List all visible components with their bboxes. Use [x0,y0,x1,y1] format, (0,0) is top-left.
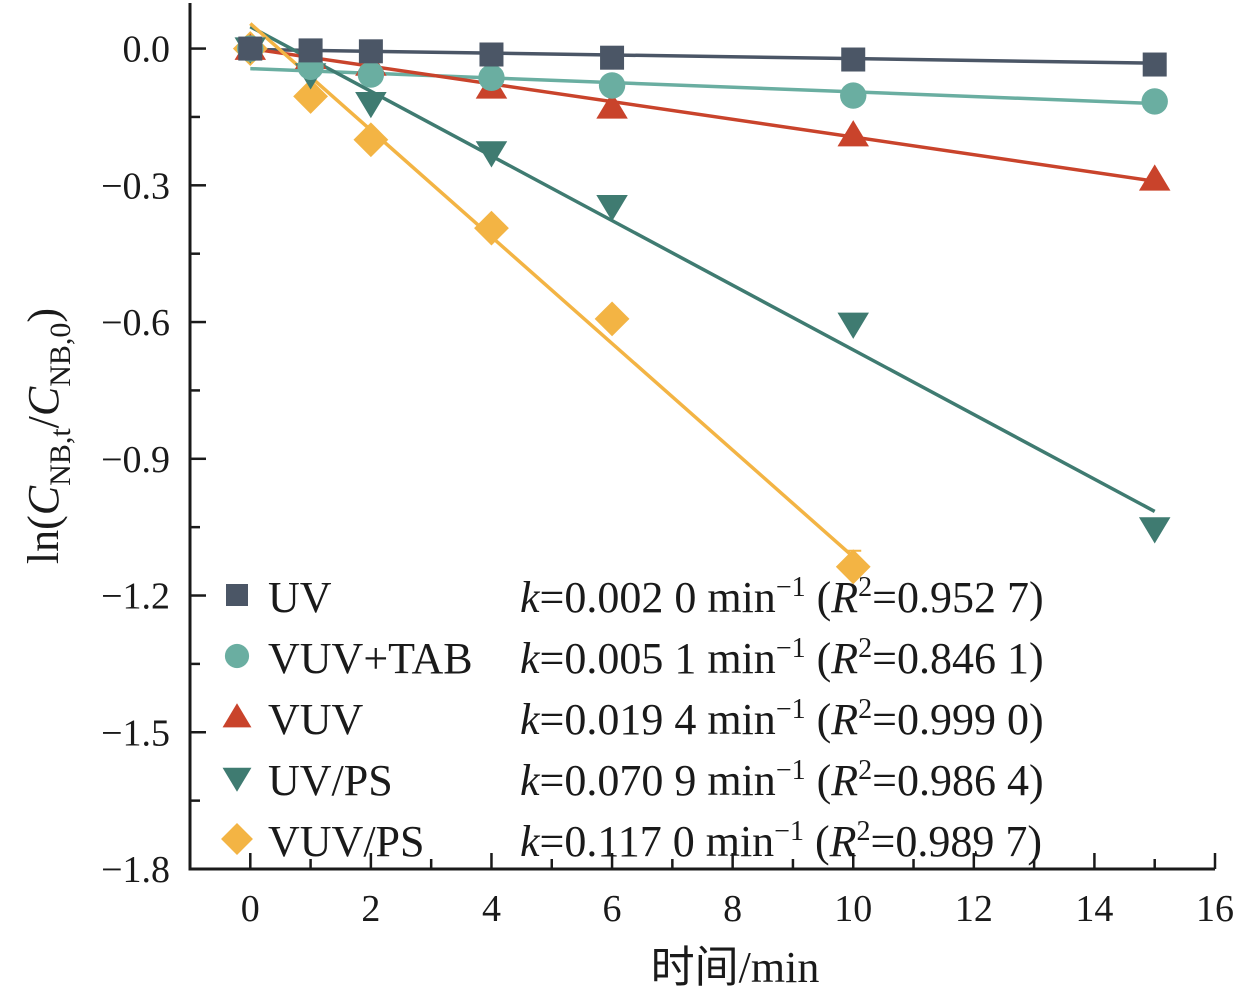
legend-marker-triangle-up [222,703,252,728]
data-point [1138,164,1171,191]
y-tick-label: −0.3 [101,165,170,207]
y-axis-title-den-sub: NB,0 [44,323,77,387]
data-point [474,210,509,246]
x-tick-label: 0 [241,888,260,930]
data-point [594,301,630,337]
y-tick-label: −1.8 [101,849,170,891]
legend-rate-constant: k=0.070 9 min−1 (R2=0.986 4) [520,755,1044,805]
y-axis-title-prefix: ln( [19,515,68,564]
data-point [837,312,869,339]
data-point [353,122,389,158]
legend-rate-constant: k=0.002 0 min−1 (R2=0.952 7) [520,572,1044,622]
x-tick-label: 12 [955,888,993,930]
x-tick-label: 14 [1075,888,1113,930]
x-tick-label: 6 [603,888,622,930]
data-point [596,195,628,222]
x-tick-label: 8 [723,888,742,930]
axes: 0 2 4 6 8 10 12 14 16 0.0 −0.3 −0.6 −0.9 −1.2 −1.5 −1.8 [101,3,1234,930]
x-tick-label: 4 [482,888,501,930]
y-tick-label: −1.2 [101,576,170,618]
y-axis-title: ln(CNB,t/CNB,0) [19,308,77,564]
legend-marker-triangle-down [222,767,252,792]
data-point [293,79,328,114]
fit-lines [249,22,1156,559]
y-tick-label: 0.0 [123,29,171,71]
y-axis-title-suffix: ) [19,308,68,323]
fit-line-uv [250,47,1155,65]
legend-item: VUV+TAB k=0.005 1 min−1 (R2=0.846 1) [224,633,1044,683]
legend: UV k=0.002 0 min−1 (R2=0.952 7) VUV+TAB k=0… [221,572,1044,866]
legend-label: VUV [268,695,364,744]
x-axis-title: 时间/min [651,943,820,992]
data-point [479,42,504,67]
legend-label: UV/PS [268,756,393,805]
data-point [1142,52,1167,77]
y-axis-title-slash: / [19,415,68,428]
legend-item: UV/PS k=0.070 9 min−1 (R2=0.986 4) [222,755,1044,805]
x-tick-label: 10 [834,888,872,930]
data-markers [232,31,1171,585]
y-tick-label: −0.9 [101,439,170,481]
data-point [475,141,508,168]
x-tick-label: 2 [361,888,380,930]
fit-line-vuv-tab [250,66,1155,106]
legend-rate-constant: k=0.019 4 min−1 (R2=0.999 0) [520,694,1044,744]
data-point [1141,88,1168,115]
fit-line-vuv [250,46,1155,183]
legend-rate-constant: k=0.005 1 min−1 (R2=0.846 1) [520,633,1044,683]
legend-marker-square [226,584,248,606]
fit-line-vuv-ps [249,22,855,559]
legend-item: UV k=0.002 0 min−1 (R2=0.952 7) [226,572,1044,622]
y-axis-title-num-sub: NB,t [44,428,77,486]
legend-item: VUV/PS k=0.117 0 min−1 (R2=0.989 7) [221,816,1042,866]
data-point [478,64,505,91]
y-axis-title-num-var: C [19,485,68,515]
data-point [840,82,867,109]
legend-marker-circle [224,643,250,669]
legend-item: VUV k=0.019 4 min−1 (R2=0.999 0) [222,694,1044,744]
data-point [1138,517,1171,544]
data-point [596,92,628,119]
data-point [357,61,385,88]
legend-label: UV [268,573,332,622]
legend-rate-constant: k=0.117 0 min−1 (R2=0.989 7) [520,816,1042,866]
data-point [298,38,323,63]
axis-titles: 时间/min ln(CNB,t/CNB,0) [19,308,819,992]
data-point [355,92,387,119]
data-point [238,36,263,61]
data-point [358,39,383,64]
y-tick-label: −1.5 [101,712,170,754]
series-uv [238,36,1167,77]
data-point [841,47,866,72]
legend-label: VUV/PS [268,817,425,866]
data-point [600,45,625,70]
x-tick-label: 16 [1196,888,1234,930]
legend-marker-diamond [221,823,253,855]
data-point [598,72,626,99]
legend-label: VUV+TAB [268,634,473,683]
y-axis-title-den-var: C [19,386,68,416]
data-point [837,120,869,147]
y-tick-label: −0.6 [101,302,170,344]
data-point [835,549,871,585]
fit-line-uv-ps [249,25,1156,513]
